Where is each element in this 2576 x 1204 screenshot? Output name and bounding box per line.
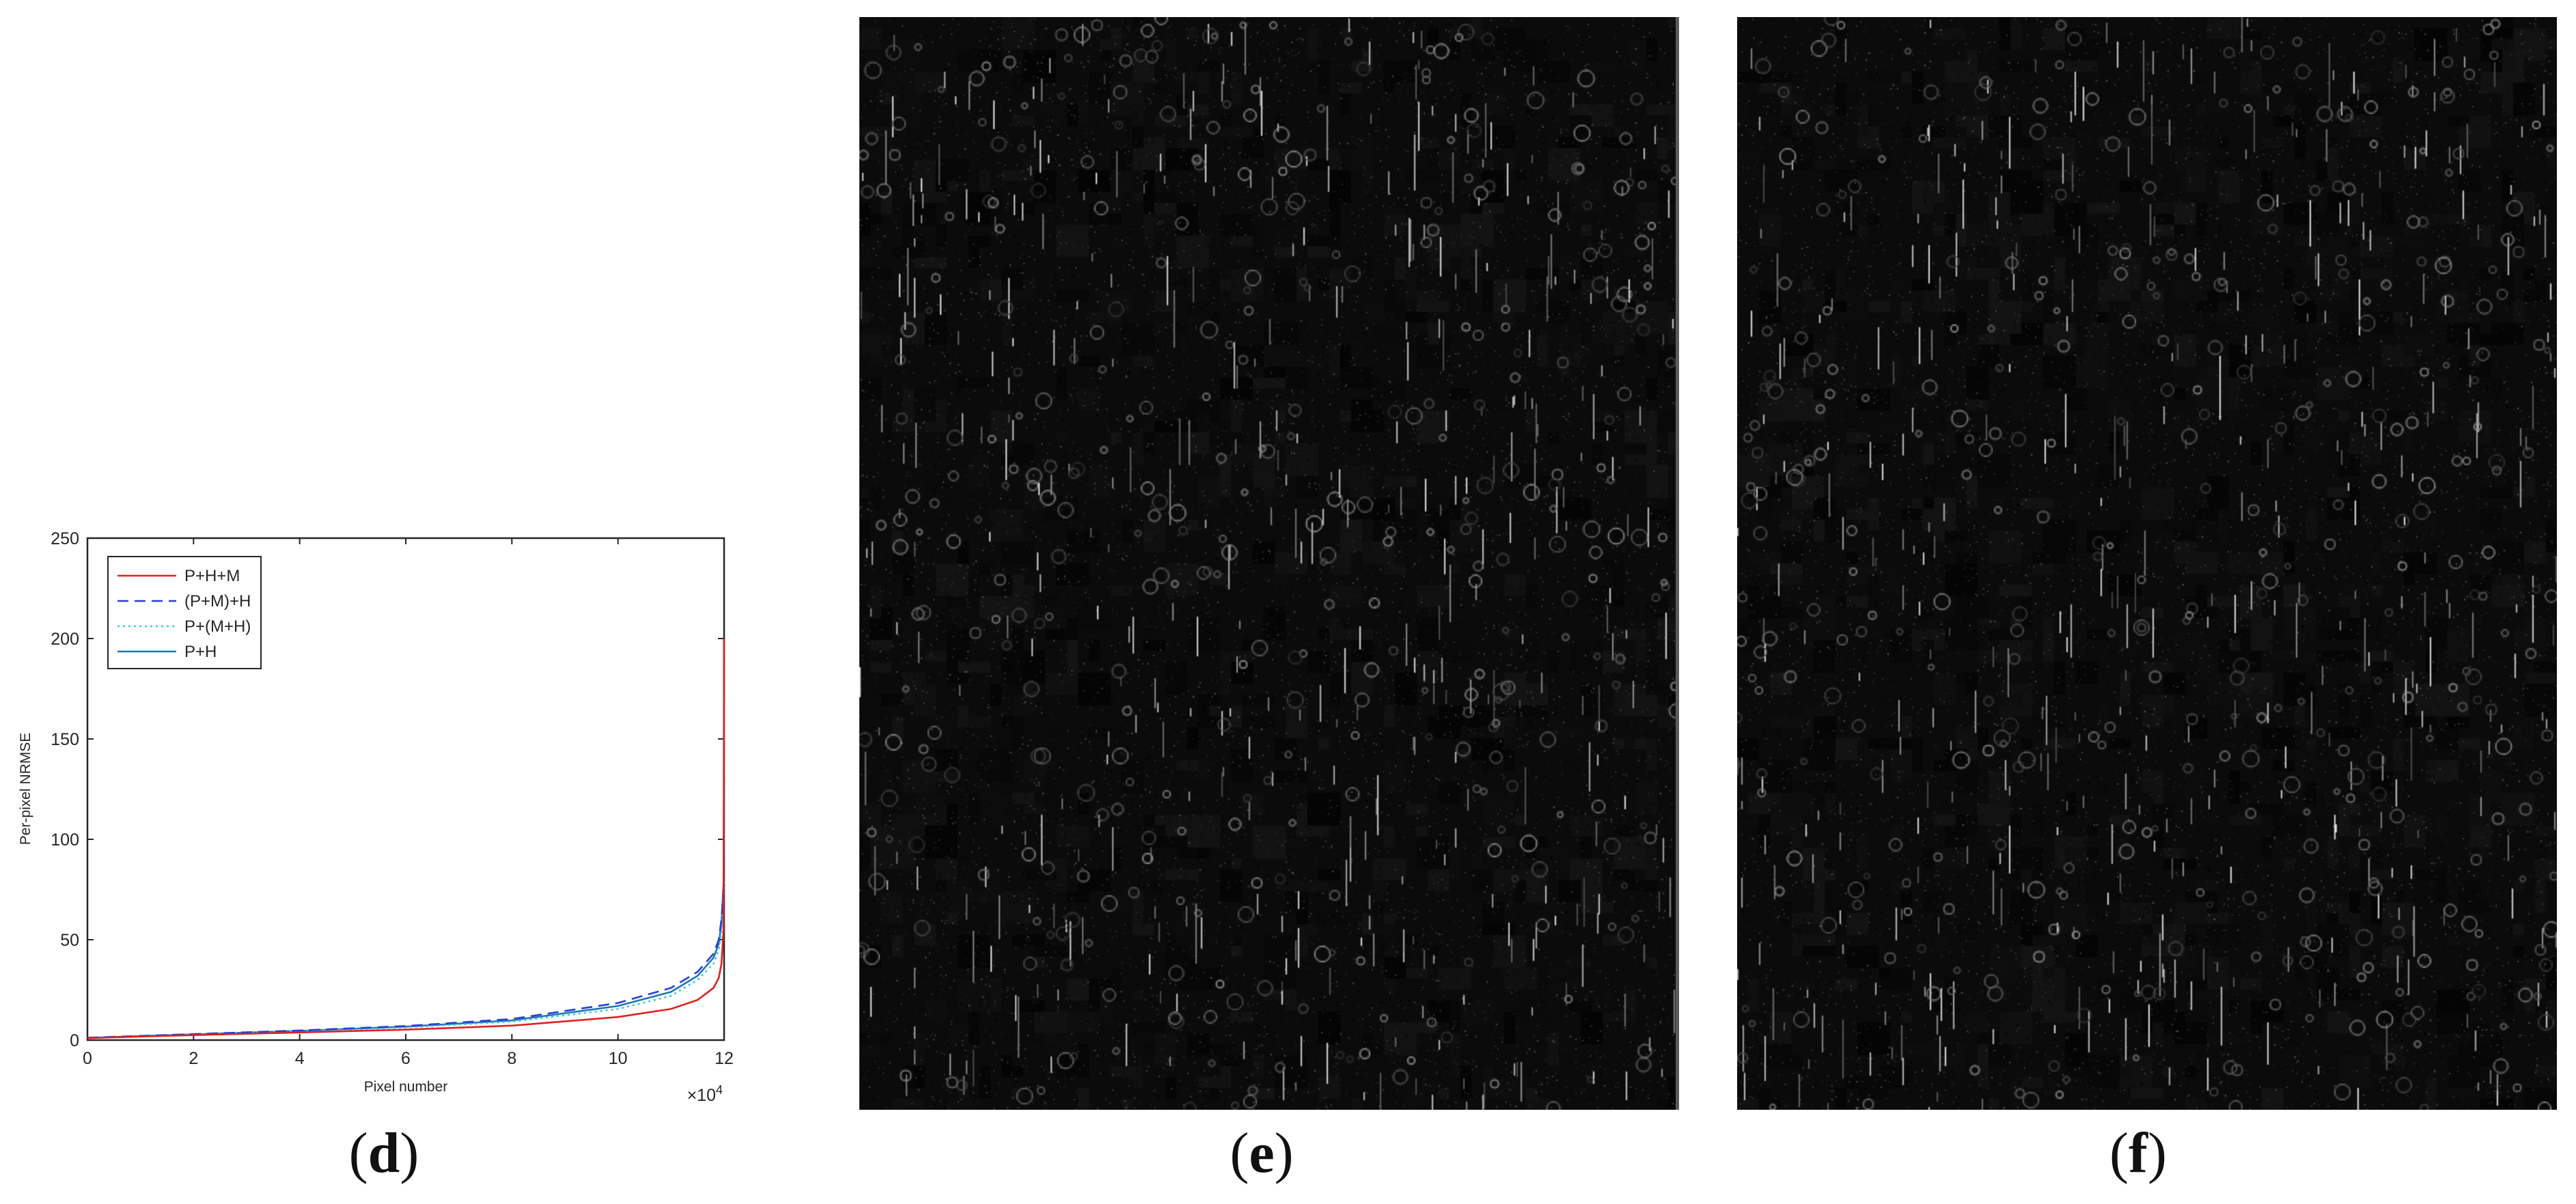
series-line-P+(M+H): [87, 879, 725, 1039]
series-line-P+H+M: [87, 638, 725, 1039]
legend: P+H+M (P+M)+H P+(M+H) P+H: [107, 556, 262, 669]
x-tick-label: 8: [507, 1049, 516, 1068]
legend-label: P+H: [184, 643, 217, 661]
x-multiplier: ×104: [687, 1083, 723, 1105]
x-tick-label: 10: [609, 1049, 628, 1068]
y-axis-label: Per-pixel NRMSE: [18, 733, 33, 845]
error-map-image-e: [859, 17, 1679, 1110]
panel-label-f: (f): [2109, 1121, 2167, 1185]
x-tick-label: 6: [401, 1049, 411, 1068]
x-axis-label: Pixel number: [364, 1079, 448, 1095]
x-tick-label: 12: [715, 1049, 734, 1068]
y-tick-label: 150: [51, 730, 79, 749]
x-tick-label: 2: [189, 1049, 198, 1068]
series-lines: [87, 638, 725, 1039]
series-line-(P+M)+H: [87, 859, 725, 1039]
x-tick-label: 0: [83, 1049, 92, 1068]
x-tick-label: 4: [295, 1049, 305, 1068]
legend-label: P+(M+H): [184, 617, 251, 636]
panel-label-d: (d): [348, 1121, 419, 1185]
y-tick-label: 0: [70, 1031, 79, 1050]
y-tick-label: 250: [51, 529, 79, 548]
panel-label-e: (e): [1230, 1121, 1294, 1185]
y-tick-label: 50: [60, 931, 79, 950]
chart-d: 0 2 4 6 8 10 12 0 50 100 150 200 250 P+H+M (P+M)+H P+(…: [18, 529, 734, 1105]
y-tick-label: 200: [51, 630, 79, 649]
legend-label: P+H+M: [184, 567, 240, 585]
legend-label: (P+M)+H: [184, 592, 251, 611]
y-tick-label: 100: [51, 830, 79, 850]
axis-ticks: 0 2 4 6 8 10 12 0 50 100 150 200 250: [51, 529, 734, 1068]
error-map-image-f: [1737, 17, 2557, 1110]
